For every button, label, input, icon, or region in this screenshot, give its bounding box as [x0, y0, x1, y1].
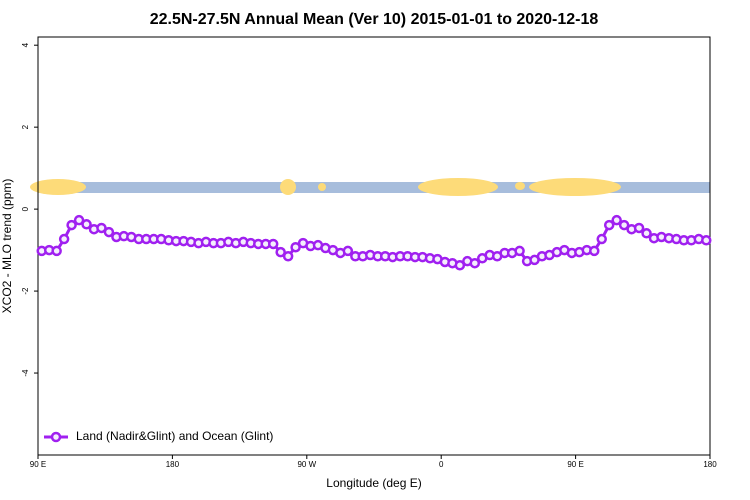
- data-point: [611, 214, 622, 226]
- data-point: [58, 233, 70, 245]
- x-tick-label: 90 E: [567, 460, 583, 469]
- data-point: [603, 219, 615, 231]
- x-axis-label: Longitude (deg E): [326, 476, 421, 490]
- legend-label: Land (Nadir&Glint) and Ocean (Glint): [76, 429, 273, 443]
- data-point: [81, 219, 92, 230]
- data-point: [641, 228, 652, 239]
- legend-marker: [50, 431, 62, 443]
- data-point: [66, 219, 77, 231]
- y-tick-label: -4: [21, 369, 30, 377]
- x-tick-label: 90 W: [297, 460, 316, 469]
- y-tick-label: 2: [21, 124, 30, 129]
- data-point: [290, 241, 301, 253]
- data-point: [96, 222, 107, 234]
- plot-frame: [37, 36, 711, 456]
- data-point: [596, 233, 607, 245]
- chart-title: 22.5N-27.5N Annual Mean (Ver 10) 2015-01…: [150, 11, 599, 28]
- x-tick-label: 0: [439, 460, 444, 469]
- data-point: [267, 238, 279, 250]
- data-point: [589, 245, 600, 257]
- map-strip: [30, 178, 710, 196]
- data-point: [73, 214, 85, 226]
- data-point: [342, 245, 354, 257]
- data-point: [51, 245, 62, 257]
- data-point: [454, 260, 466, 271]
- x-tick-label: 90 E: [30, 460, 46, 469]
- x-tick-label: 180: [166, 460, 180, 469]
- x-tick-label: 180: [703, 460, 717, 469]
- data-point: [275, 246, 286, 258]
- data-point: [701, 235, 712, 246]
- data-point: [618, 219, 630, 231]
- data-point: [103, 226, 115, 238]
- data-point: [633, 222, 645, 234]
- y-tick-label: 4: [21, 42, 30, 47]
- data-point: [514, 245, 525, 257]
- data-point: [469, 257, 481, 269]
- y-tick-label: 0: [21, 206, 30, 211]
- y-axis-label: XCO2 - MLO trend (ppm): [0, 179, 14, 314]
- y-tick-label: -2: [21, 287, 30, 295]
- data-point: [282, 250, 294, 262]
